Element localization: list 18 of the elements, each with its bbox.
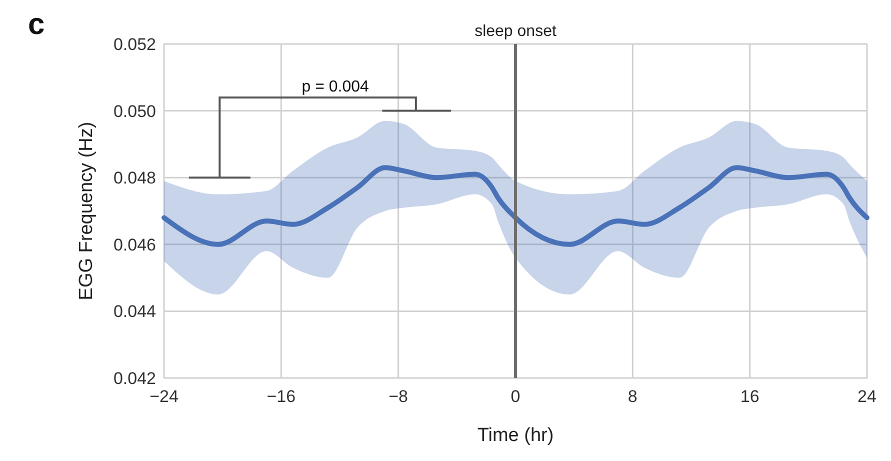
y-tick-label: 0.046 bbox=[113, 235, 156, 254]
y-tick-label: 0.052 bbox=[113, 35, 156, 54]
text: c bbox=[28, 8, 45, 41]
x-axis-title: Time (hr) bbox=[477, 425, 554, 446]
x-tick-label: −8 bbox=[388, 387, 408, 406]
x-tick-label: 16 bbox=[740, 387, 760, 406]
annotation: p = 0.004 bbox=[302, 78, 370, 96]
x-tick-label: 8 bbox=[628, 387, 638, 406]
x-tick-label: −16 bbox=[266, 387, 296, 406]
x-tick-label: 0 bbox=[510, 387, 520, 406]
y-tick-label: 0.048 bbox=[113, 168, 156, 188]
x-tick-label: −24 bbox=[150, 387, 178, 406]
y-axis-title: EGG Frequency (Hz) bbox=[76, 122, 97, 300]
y-tick-label: 0.050 bbox=[113, 102, 156, 121]
y-tick-label: 0.042 bbox=[113, 369, 156, 388]
ref-line-label: sleep onset bbox=[474, 23, 557, 40]
x-tick-label: 24 bbox=[858, 387, 876, 406]
y-tick-label: 0.044 bbox=[113, 302, 156, 322]
